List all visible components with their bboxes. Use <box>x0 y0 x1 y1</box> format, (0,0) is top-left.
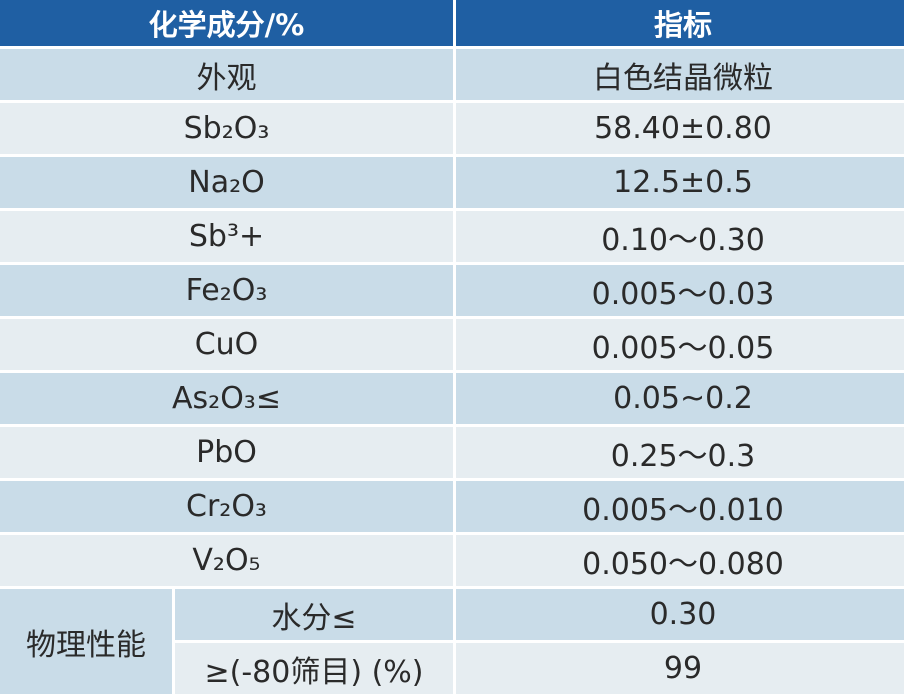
table-row: Cr₂O₃ 0.005～0.010 <box>0 481 904 532</box>
table-row: Sb₂O₃ 58.40±0.80 <box>0 103 904 154</box>
header-row: 化学成分/% 指标 <box>0 0 904 46</box>
table-row: Sb³+ 0.10～0.30 <box>0 211 904 262</box>
value-cell: 0.005～0.05 <box>456 319 904 370</box>
table-row: As₂O₃≤ 0.05~0.2 <box>0 373 904 424</box>
value-cell: 58.40±0.80 <box>456 103 904 154</box>
value-cell: 白色结晶微粒 <box>456 49 904 100</box>
item-cell: Sb₂O₃ <box>0 103 453 154</box>
value-cell: 0.005～0.03 <box>456 265 904 316</box>
table-row: V₂O₅ 0.050～0.080 <box>0 535 904 586</box>
item-cell: 外观 <box>0 49 453 100</box>
header-cell: 化学成分/% <box>0 0 453 46</box>
item-cell: ≥(-80筛目) (%) <box>175 643 453 694</box>
item-cell: PbO <box>0 427 453 478</box>
value-cell: 0.10～0.30 <box>456 211 904 262</box>
table-row: ≥(-80筛目) (%) 99 <box>0 643 904 694</box>
table-row: Na₂O 12.5±0.5 <box>0 157 904 208</box>
value-cell: 0.050～0.080 <box>456 535 904 586</box>
item-cell: 水分≤ <box>175 589 453 640</box>
table-row: CuO 0.005～0.05 <box>0 319 904 370</box>
header-cell: 指标 <box>456 0 904 46</box>
value-cell: 12.5±0.5 <box>456 157 904 208</box>
item-cell: V₂O₅ <box>0 535 453 586</box>
item-cell: Cr₂O₃ <box>0 481 453 532</box>
value-cell: 0.30 <box>456 589 904 640</box>
item-cell: As₂O₃≤ <box>0 373 453 424</box>
item-cell: Sb³+ <box>0 211 453 262</box>
table-row: Fe₂O₃ 0.005～0.03 <box>0 265 904 316</box>
group-cell: 物理性能 <box>0 589 172 694</box>
value-cell: 99 <box>456 643 904 694</box>
table-row: PbO 0.25～0.3 <box>0 427 904 478</box>
table-row: 外观 白色结晶微粒 <box>0 49 904 100</box>
item-cell: Fe₂O₃ <box>0 265 453 316</box>
item-cell: Na₂O <box>0 157 453 208</box>
table-row: 物理性能 水分≤ 0.30 <box>0 589 904 694</box>
item-cell: CuO <box>0 319 453 370</box>
value-cell: 0.005～0.010 <box>456 481 904 532</box>
table-body: 外观 白色结晶微粒 Sb₂O₃ 58.40±0.80 Na₂O 12.5±0.5 Sb³+ 0… <box>0 49 904 694</box>
value-cell: 0.25～0.3 <box>456 427 904 478</box>
value-cell: 0.05~0.2 <box>456 373 904 424</box>
